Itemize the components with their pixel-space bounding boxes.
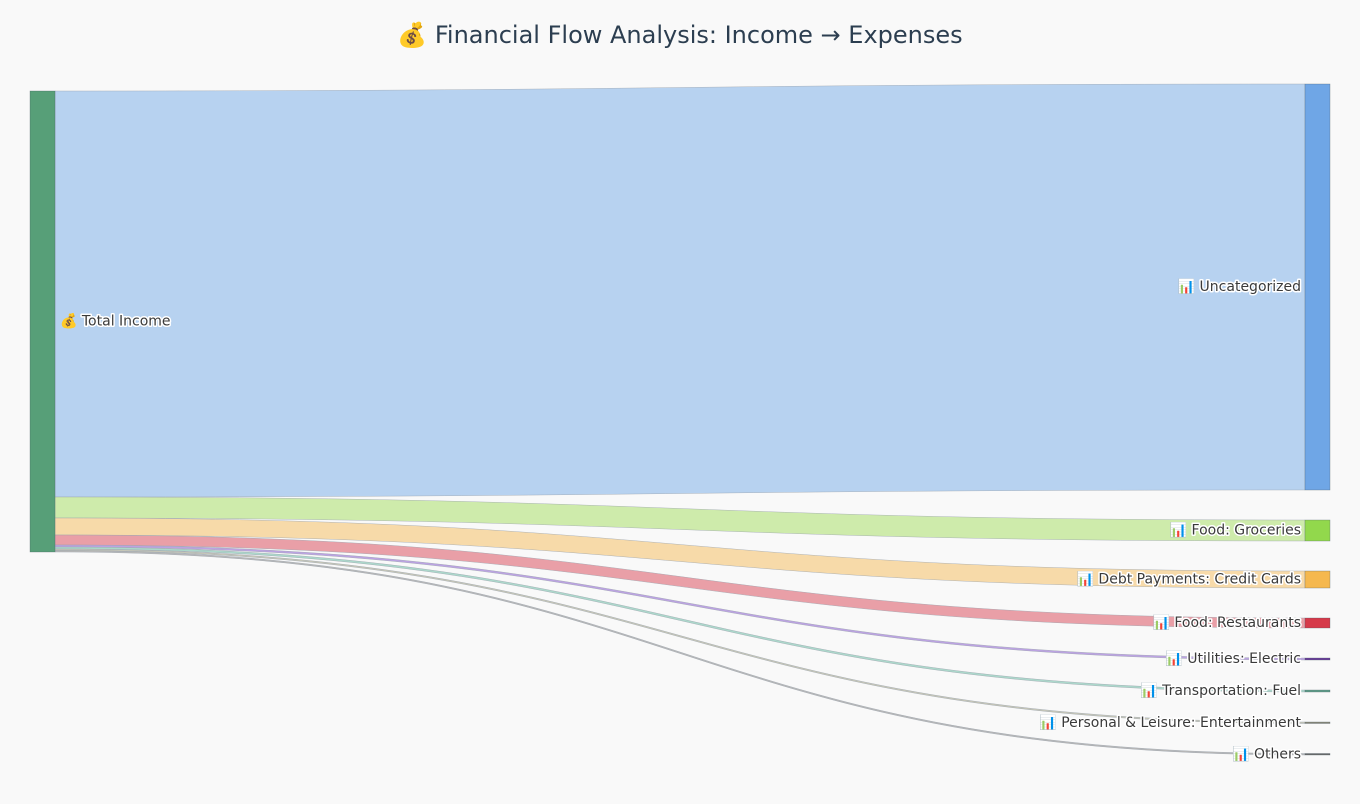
- chart-title: 💰 Financial Flow Analysis: Income → Expe…: [397, 21, 962, 49]
- node-label: 📊 Debt Payments: Credit Cards: [1077, 571, 1301, 588]
- node-label: 📊 Food: Restaurants: [1152, 614, 1301, 631]
- node-label: 📊 Utilities: Electric: [1165, 650, 1301, 667]
- node: [1304, 721, 1331, 724]
- node-label: 📊 Food: Groceries: [1170, 522, 1301, 539]
- node: [1304, 570, 1331, 589]
- node-label: 📊 Transportation: Fuel: [1140, 682, 1301, 699]
- node: [1304, 689, 1331, 693]
- node: [29, 90, 56, 553]
- node: [1304, 83, 1331, 491]
- node-label: 📊 Others: [1232, 745, 1301, 762]
- link: [54, 83, 1306, 498]
- node: [1304, 519, 1331, 542]
- node: [1304, 753, 1331, 756]
- node-label: 📊 Personal & Leisure: Entertainment: [1039, 714, 1301, 731]
- node-label: 📊 Uncategorized: [1178, 278, 1301, 295]
- node-label: 💰 Total Income: [60, 313, 171, 330]
- links: [54, 83, 1306, 756]
- node: [1304, 657, 1331, 661]
- node: [1304, 617, 1331, 629]
